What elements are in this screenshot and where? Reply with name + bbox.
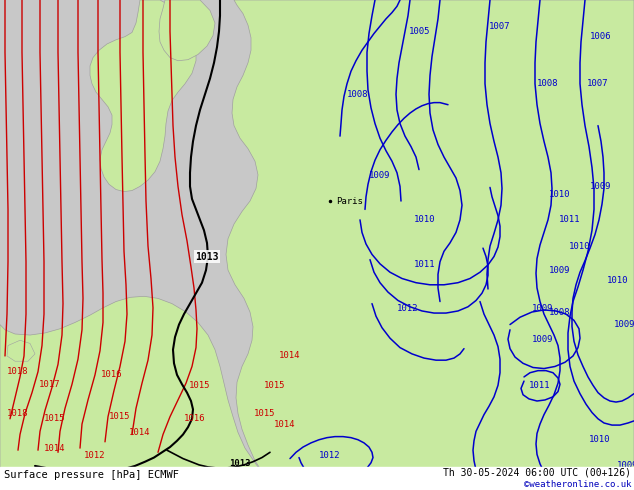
Text: 1009: 1009 bbox=[590, 182, 612, 191]
Text: 1011: 1011 bbox=[618, 482, 634, 490]
Text: 1011: 1011 bbox=[529, 381, 551, 390]
Text: 1017: 1017 bbox=[39, 380, 61, 389]
Text: 1006: 1006 bbox=[590, 32, 612, 41]
Text: 1015: 1015 bbox=[264, 381, 286, 390]
Text: 1012: 1012 bbox=[84, 451, 106, 460]
Text: 1016: 1016 bbox=[101, 370, 123, 379]
Text: 1007: 1007 bbox=[587, 79, 609, 88]
Polygon shape bbox=[7, 340, 35, 361]
Polygon shape bbox=[0, 296, 280, 490]
Text: 1014: 1014 bbox=[275, 419, 295, 429]
Text: ©weatheronline.co.uk: ©weatheronline.co.uk bbox=[524, 480, 631, 489]
Text: 1016: 1016 bbox=[184, 415, 206, 423]
Text: Paris: Paris bbox=[336, 196, 363, 205]
Text: Surface pressure [hPa] ECMWF: Surface pressure [hPa] ECMWF bbox=[4, 470, 179, 480]
Text: 1009: 1009 bbox=[533, 335, 553, 343]
Text: 1015: 1015 bbox=[44, 415, 66, 423]
Text: Th 30-05-2024 06:00 UTC (00+126): Th 30-05-2024 06:00 UTC (00+126) bbox=[443, 468, 631, 478]
Text: 1013: 1013 bbox=[195, 251, 219, 262]
Text: 1015: 1015 bbox=[190, 381, 210, 390]
Text: 1012: 1012 bbox=[320, 451, 340, 460]
Text: 1008: 1008 bbox=[347, 90, 369, 98]
Bar bbox=[0, 467, 634, 490]
Polygon shape bbox=[159, 0, 215, 61]
Text: 1007: 1007 bbox=[489, 22, 511, 31]
Text: 1018: 1018 bbox=[7, 367, 29, 376]
Text: 1009: 1009 bbox=[549, 266, 571, 274]
Text: 1015: 1015 bbox=[254, 409, 276, 418]
Polygon shape bbox=[226, 0, 634, 490]
Text: 1014: 1014 bbox=[129, 428, 151, 437]
Text: 1009: 1009 bbox=[533, 304, 553, 314]
Text: 1009: 1009 bbox=[614, 320, 634, 329]
Text: 1008: 1008 bbox=[537, 79, 559, 88]
Text: 1010: 1010 bbox=[607, 276, 629, 285]
Text: 1013: 1013 bbox=[230, 459, 251, 468]
Text: 1010: 1010 bbox=[414, 216, 436, 224]
Text: 1008: 1008 bbox=[549, 308, 571, 317]
Text: 1014: 1014 bbox=[44, 443, 66, 453]
Text: 1011: 1011 bbox=[414, 260, 436, 270]
Text: 1010: 1010 bbox=[549, 190, 571, 199]
Text: 1010: 1010 bbox=[569, 242, 591, 250]
Text: 1005: 1005 bbox=[410, 27, 430, 36]
Text: 1009: 1009 bbox=[618, 462, 634, 470]
Text: 1018: 1018 bbox=[7, 409, 29, 418]
Text: 1010: 1010 bbox=[589, 435, 611, 444]
Text: 1014: 1014 bbox=[279, 351, 301, 361]
Text: 1009: 1009 bbox=[369, 172, 391, 180]
Text: 1012: 1012 bbox=[398, 304, 418, 314]
Polygon shape bbox=[90, 0, 196, 192]
Text: 1011: 1011 bbox=[559, 216, 581, 224]
Text: 1015: 1015 bbox=[109, 412, 131, 421]
